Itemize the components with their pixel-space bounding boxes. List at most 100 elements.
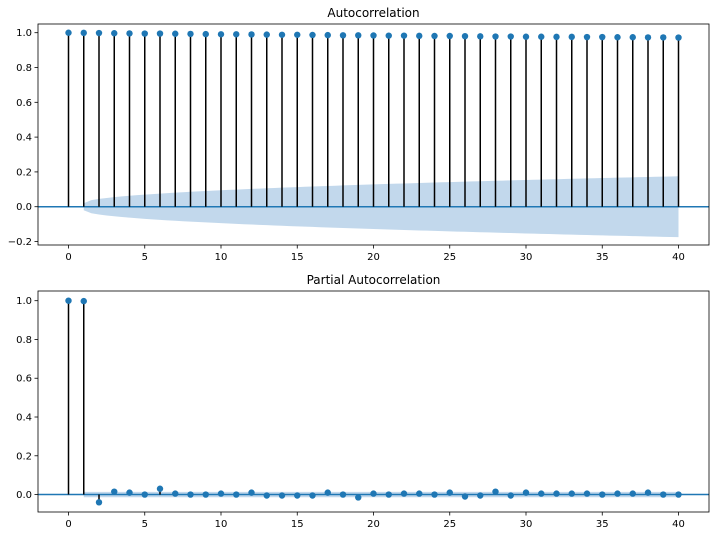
data-point [644, 489, 652, 496]
data-point [507, 492, 514, 499]
y-tick-label: 0.4 [16, 413, 32, 424]
data-point [477, 492, 484, 499]
data-point [583, 33, 591, 41]
data-point [431, 491, 438, 498]
data-point [248, 489, 255, 496]
data-point [202, 491, 209, 498]
data-point [675, 34, 682, 41]
data-point [538, 490, 545, 497]
data-point [126, 489, 133, 496]
data-point [522, 33, 530, 40]
y-tick-label: 0.0 [16, 490, 32, 501]
data-point [400, 32, 408, 39]
autocorrelation-panel: 0 5 10 15 20 25 30 35 40 −0.2 0.0 0.2 0.4 0.6 0.8 1.0 Au… [8, 6, 710, 263]
data-point [339, 32, 347, 39]
data-point [126, 30, 133, 37]
data-point [65, 29, 72, 36]
data-point [507, 33, 514, 40]
y-tick-label: 0.6 [16, 98, 32, 109]
data-point [461, 493, 469, 500]
data-point [141, 30, 148, 37]
x-tick-label: 25 [443, 519, 456, 530]
data-point [568, 490, 575, 497]
data-point [217, 490, 225, 497]
data-point [370, 490, 377, 497]
data-point [95, 29, 103, 37]
y-tick-label: 0.0 [16, 202, 32, 213]
x-tick-label: 10 [215, 519, 228, 530]
data-point [355, 32, 362, 39]
data-point [492, 33, 499, 40]
data-point [416, 32, 423, 40]
data-point [80, 297, 87, 305]
data-point [629, 34, 636, 41]
axes-frame [37, 290, 710, 513]
data-point [111, 30, 118, 37]
data-point [400, 490, 408, 497]
y-tick-label: 0.2 [16, 167, 32, 178]
data-point [492, 488, 499, 495]
data-point [522, 489, 530, 496]
data-point [172, 30, 179, 37]
data-point [568, 33, 575, 41]
data-point [233, 491, 240, 498]
x-tick-label: 5 [142, 519, 148, 530]
partial-autocorrelation-panel: 0 5 10 15 20 25 30 35 40 0.0 0.2 0.4 0.6 0.8 1.0 Partia… [16, 273, 710, 530]
data-point [385, 32, 392, 39]
chart-title: Partial Autocorrelation [307, 273, 441, 287]
data-point [477, 33, 484, 40]
data-point [263, 492, 270, 499]
data-point [385, 491, 392, 498]
data-point [599, 491, 606, 498]
data-point [370, 32, 377, 39]
x-tick-label: 15 [291, 519, 304, 530]
data-point [278, 492, 286, 499]
data-point [294, 492, 301, 499]
y-tick-label: 0.8 [16, 63, 32, 74]
data-point [172, 490, 179, 497]
data-point [187, 30, 194, 38]
data-point [660, 34, 667, 41]
data-point [553, 490, 560, 497]
x-tick-label: 30 [520, 519, 533, 530]
data-point [156, 485, 164, 492]
data-point [599, 33, 606, 41]
data-point [156, 30, 164, 37]
x-tick-label: 0 [65, 519, 71, 530]
x-tick-label: 35 [596, 519, 609, 530]
data-point [614, 34, 621, 41]
data-point [446, 489, 453, 496]
data-point [629, 490, 636, 497]
data-point [644, 34, 652, 41]
data-point [294, 31, 301, 38]
y-tick-label: 0.8 [16, 335, 32, 346]
y-tick-label: 0.4 [16, 133, 32, 144]
data-point [538, 33, 545, 40]
x-tick-label: 35 [596, 252, 609, 263]
x-tick-label: 20 [367, 252, 380, 263]
data-point [309, 492, 316, 499]
data-point [309, 31, 316, 39]
y-tick-label: −0.2 [8, 237, 32, 248]
data-point [324, 31, 331, 39]
x-tick-label: 40 [672, 519, 685, 530]
x-tick-label: 40 [672, 252, 685, 263]
y-tick-label: 1.0 [16, 28, 32, 39]
data-point [278, 31, 286, 38]
data-point [80, 29, 87, 37]
y-tick-label: 0.2 [16, 451, 32, 462]
x-tick-label: 10 [215, 252, 228, 263]
data-point [202, 30, 209, 38]
data-point [233, 31, 240, 38]
x-tick-label: 25 [443, 252, 456, 263]
data-point [217, 31, 225, 38]
data-point [446, 32, 453, 40]
y-tick-label: 1.0 [16, 296, 32, 307]
x-tick-label: 5 [142, 252, 148, 263]
data-point [111, 488, 118, 495]
data-point [660, 491, 667, 498]
y-tick-label: 0.6 [16, 374, 32, 385]
data-point [583, 490, 591, 497]
x-tick-label: 0 [65, 252, 71, 263]
